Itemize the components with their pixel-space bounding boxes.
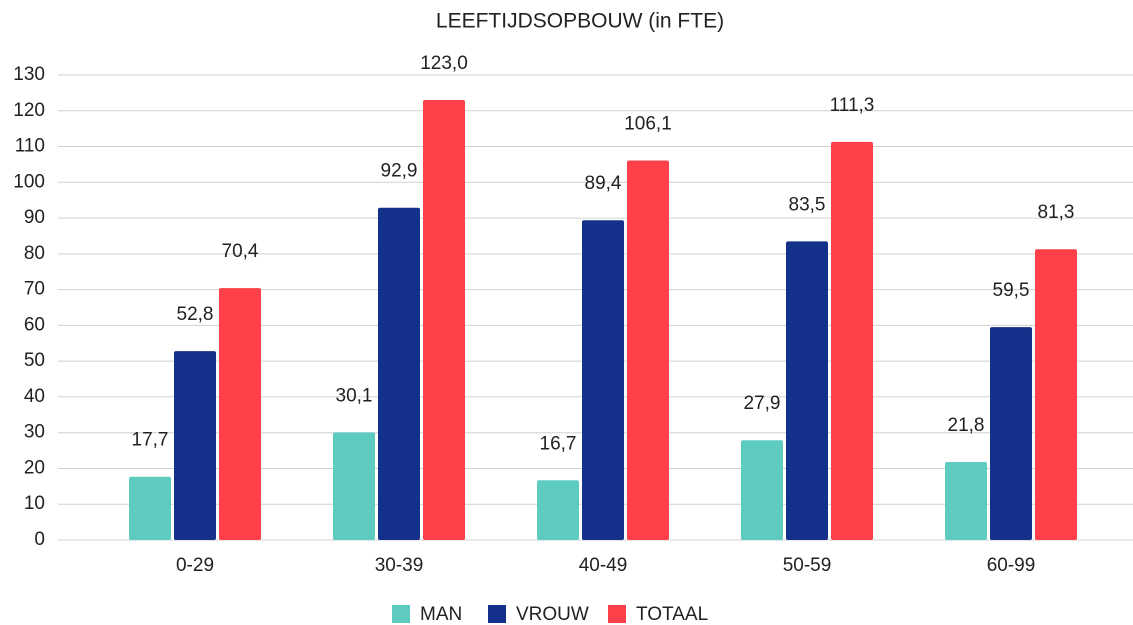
x-tick-label: 30-39 — [375, 555, 424, 576]
data-label: 59,5 — [993, 280, 1030, 301]
data-label: 27,9 — [744, 393, 781, 414]
legend-label: MAN — [420, 604, 462, 625]
bar — [945, 462, 987, 540]
bar — [537, 480, 579, 540]
legend-swatch — [488, 605, 506, 623]
chart-title: LEEFTIJDSOPBOUW (in FTE) — [436, 10, 724, 33]
legend-label: TOTAAL — [636, 604, 708, 625]
y-tick-label: 120 — [13, 100, 45, 121]
bar — [627, 160, 669, 540]
data-label: 89,4 — [585, 173, 622, 194]
y-tick-label: 90 — [24, 207, 45, 228]
x-tick-label: 40-49 — [579, 555, 628, 576]
data-label: 52,8 — [177, 304, 214, 325]
bar — [786, 241, 828, 541]
data-label: 70,4 — [222, 241, 259, 262]
data-label: 92,9 — [381, 161, 418, 182]
y-tick-label: 0 — [34, 529, 45, 550]
data-label: 21,8 — [948, 415, 985, 436]
data-label: 81,3 — [1038, 202, 1075, 223]
data-label: 111,3 — [830, 95, 875, 116]
bar — [582, 220, 624, 540]
bar — [423, 100, 465, 541]
y-tick-label: 110 — [15, 136, 45, 157]
y-tick-label: 70 — [24, 279, 45, 300]
bar — [174, 351, 216, 540]
legend-label: VROUW — [516, 604, 589, 625]
bar — [219, 288, 261, 540]
data-label: 106,1 — [624, 114, 672, 135]
bar — [129, 476, 171, 540]
y-tick-label: 50 — [24, 350, 45, 371]
data-label: 30,1 — [336, 385, 373, 406]
y-tick-label: 60 — [24, 314, 45, 335]
bar — [1035, 249, 1077, 540]
data-label: 123,0 — [420, 53, 468, 74]
data-label: 17,7 — [132, 430, 169, 451]
data-label: 16,7 — [540, 433, 577, 454]
y-tick-label: 40 — [24, 386, 45, 407]
bar — [378, 207, 420, 540]
y-tick-label: 20 — [24, 457, 45, 478]
x-tick-label: 50-59 — [783, 555, 832, 576]
y-tick-label: 10 — [24, 493, 45, 514]
y-tick-label: 80 — [24, 243, 45, 264]
bar — [333, 432, 375, 540]
y-tick-label: 30 — [24, 422, 45, 443]
bar — [741, 440, 783, 540]
legend-swatch — [608, 605, 626, 623]
bar — [990, 327, 1032, 540]
bar — [831, 141, 873, 540]
data-label: 83,5 — [789, 194, 826, 215]
x-tick-label: 0-29 — [176, 555, 214, 576]
legend-swatch — [392, 605, 410, 623]
x-tick-label: 60-99 — [987, 555, 1036, 576]
y-tick-label: 130 — [13, 64, 45, 85]
y-tick-label: 100 — [13, 171, 45, 192]
